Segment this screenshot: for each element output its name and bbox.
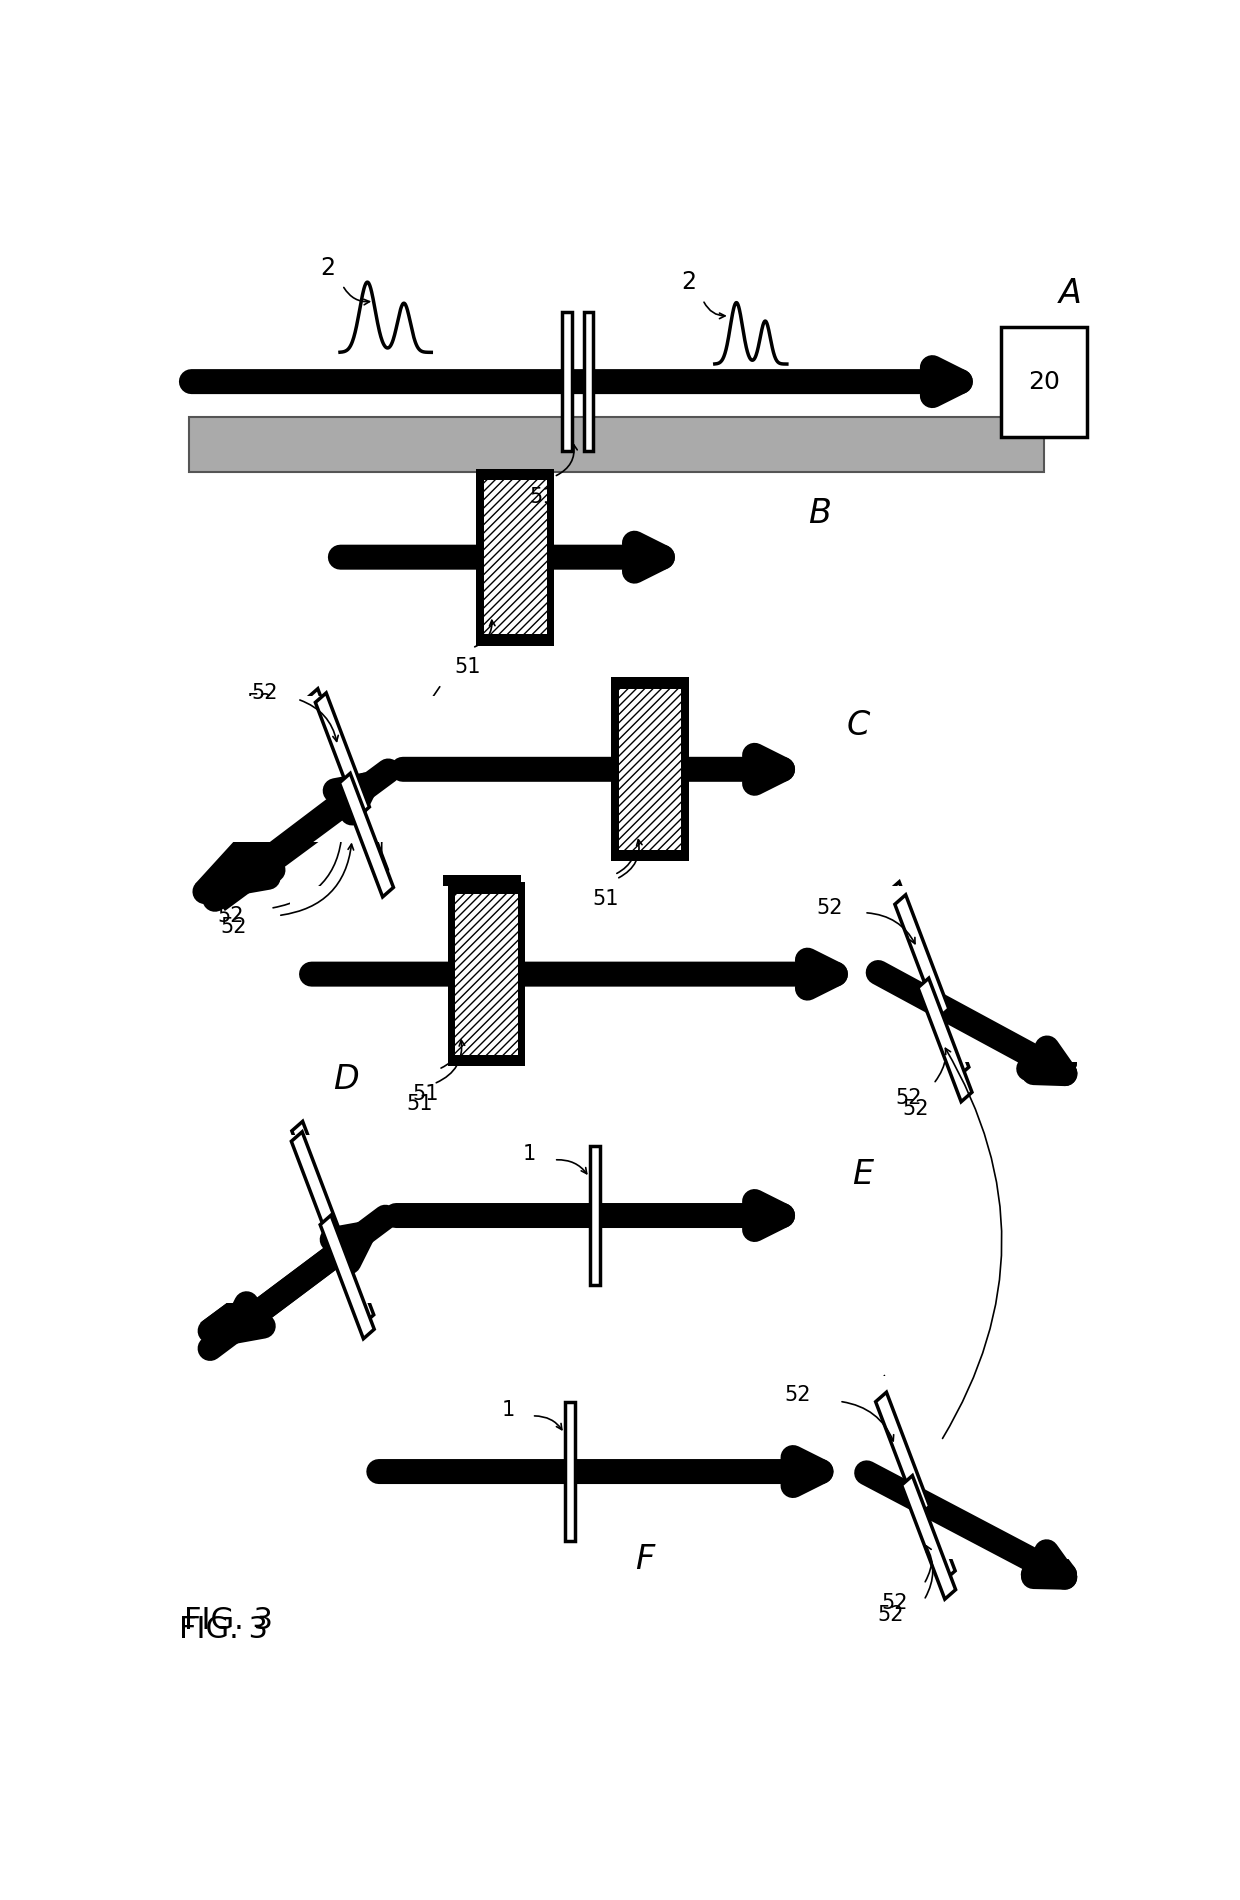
Bar (155, 1134, 905, 1303)
Text: C: C (847, 709, 870, 741)
Text: FIG. 3: FIG. 3 (184, 1606, 273, 1636)
Bar (619, 690, 681, 849)
Text: B: B (808, 496, 831, 530)
Text: 52: 52 (816, 899, 843, 918)
Text: 20: 20 (1028, 370, 1060, 393)
Bar (291, 1121, 345, 1243)
Bar (563, 1395, 573, 1533)
Bar (611, 676, 689, 861)
Text: 1: 1 (523, 1136, 537, 1157)
Bar (291, 1132, 346, 1256)
Bar (308, 690, 358, 806)
Bar (901, 1476, 956, 1600)
Text: 1: 1 (523, 1144, 537, 1165)
Text: FIG. 3: FIG. 3 (179, 1615, 268, 1644)
Text: 52: 52 (217, 906, 244, 925)
Bar (484, 481, 547, 635)
Bar (455, 893, 518, 1055)
Text: D: D (367, 1001, 392, 1034)
Bar (319, 1376, 1116, 1560)
Bar (888, 882, 940, 999)
Bar (901, 1459, 955, 1581)
Text: 51: 51 (407, 1094, 433, 1113)
Bar (1001, 327, 1087, 437)
Bar (588, 1138, 598, 1277)
Text: 52: 52 (221, 918, 247, 937)
Text: E: E (852, 1159, 873, 1191)
Text: 52: 52 (903, 1098, 929, 1119)
Bar (315, 694, 370, 817)
Text: D: D (332, 1062, 358, 1096)
Bar (918, 960, 968, 1077)
Bar (873, 1378, 926, 1499)
Bar (590, 1146, 600, 1284)
Bar (450, 885, 513, 1047)
Bar (918, 978, 972, 1102)
Text: 52: 52 (808, 895, 835, 916)
Text: 51: 51 (529, 486, 557, 507)
Bar (565, 1402, 575, 1541)
Bar (155, 695, 875, 842)
Text: E: E (847, 1155, 868, 1188)
Bar (584, 312, 593, 450)
Bar (321, 1203, 373, 1324)
Text: 52: 52 (789, 1381, 816, 1400)
Text: 52: 52 (882, 1594, 908, 1613)
Text: 52: 52 (250, 684, 278, 703)
Bar (448, 882, 526, 1066)
Bar (443, 874, 521, 1058)
Text: 51: 51 (588, 885, 614, 906)
Bar (895, 895, 949, 1018)
Text: 52: 52 (785, 1385, 811, 1406)
Text: 51: 51 (455, 657, 481, 676)
Text: A: A (1058, 277, 1081, 310)
Bar (619, 690, 681, 849)
Text: 52: 52 (878, 1606, 904, 1624)
Text: 1: 1 (502, 1400, 516, 1419)
Bar (336, 762, 387, 880)
Bar (611, 676, 689, 861)
Bar (875, 1393, 930, 1516)
Text: 51: 51 (413, 1083, 439, 1104)
Text: 52: 52 (247, 694, 273, 714)
Bar (476, 469, 554, 646)
Text: C: C (847, 709, 870, 741)
Text: F: F (635, 1520, 655, 1554)
Text: 2: 2 (320, 255, 336, 279)
Text: 1: 1 (503, 1393, 517, 1414)
Bar (563, 312, 572, 450)
Bar (290, 885, 1116, 1062)
Text: F: F (635, 1543, 655, 1575)
Bar (188, 416, 1044, 473)
Bar (340, 773, 393, 897)
Bar (320, 1216, 374, 1340)
Text: 52: 52 (895, 1089, 921, 1108)
Text: 51: 51 (593, 889, 619, 910)
Text: 2: 2 (681, 270, 696, 294)
